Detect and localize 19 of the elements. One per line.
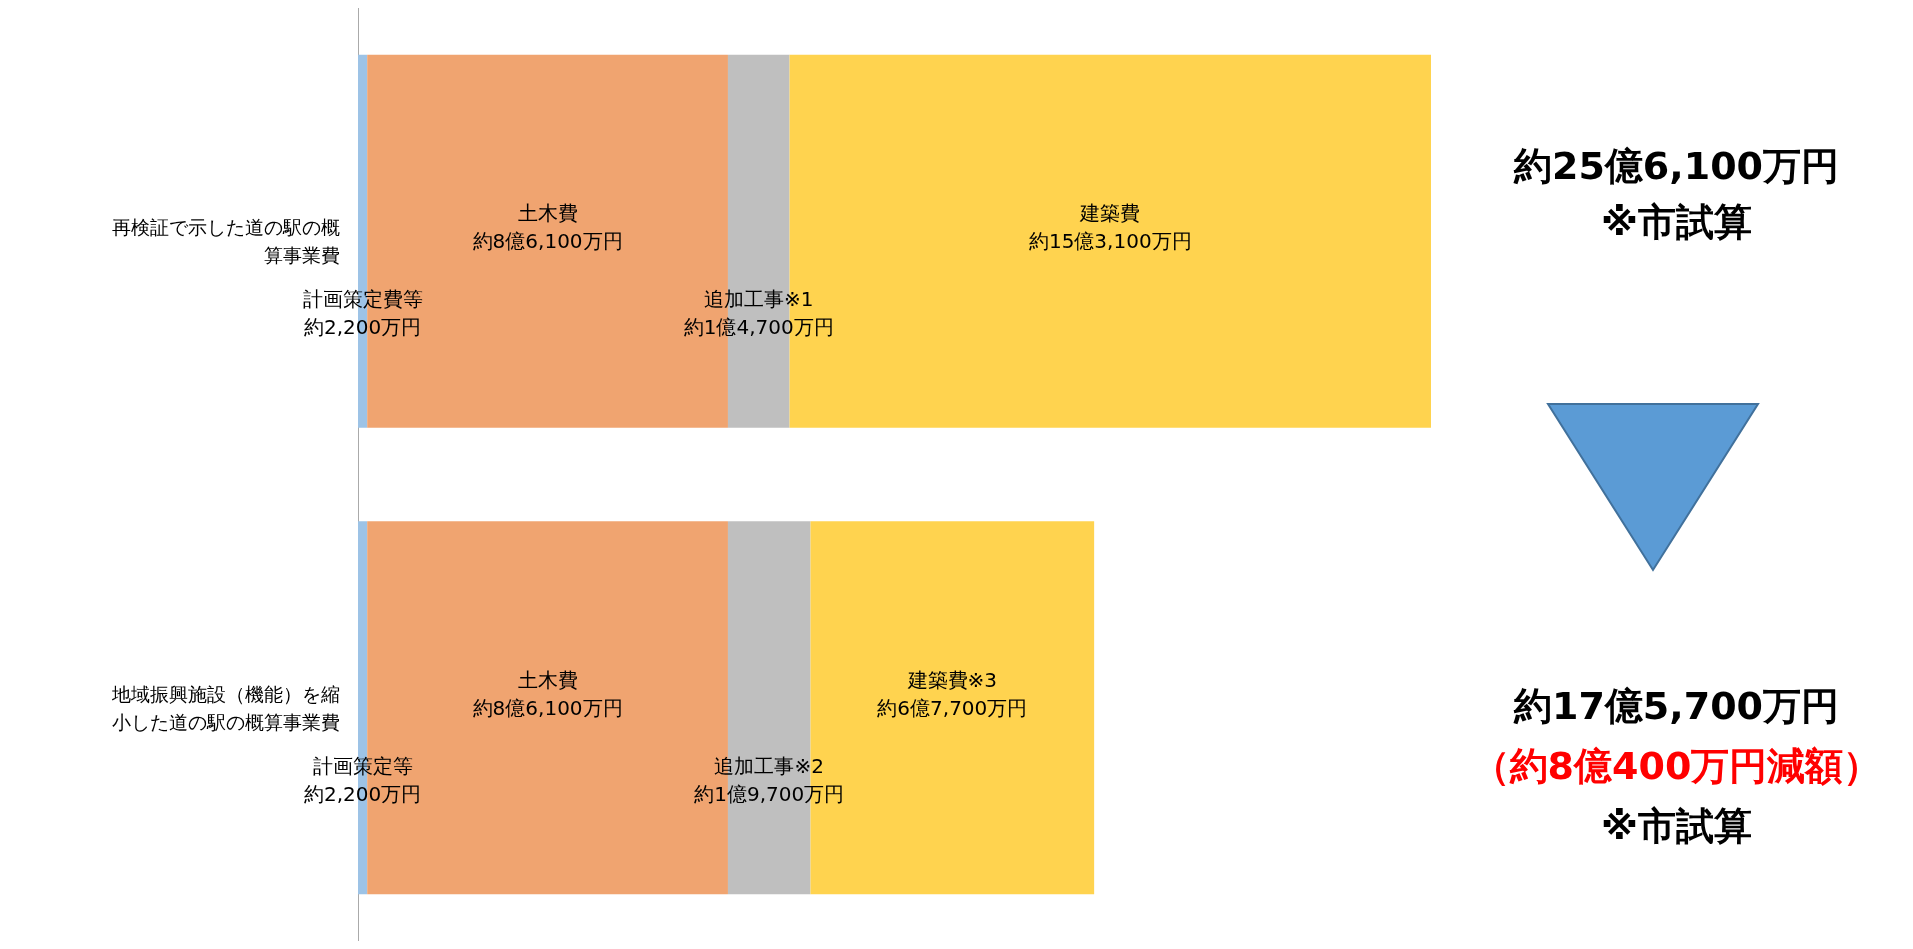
annotation: 建築費※3 bbox=[906, 667, 998, 692]
text: ※市試算 bbox=[1600, 803, 1753, 850]
text: （約8億400万円減額） bbox=[1470, 743, 1883, 790]
annotation: 追加工事※1 bbox=[704, 287, 814, 312]
text: 約25億6,100万円 bbox=[1512, 143, 1841, 190]
y-tick-label: 地域振興施設（機能）を縮小した道の駅の概算事業費 bbox=[111, 682, 340, 733]
text: ※市試算 bbox=[1600, 199, 1753, 246]
data-label: 約15億3,100万円 bbox=[1028, 229, 1192, 254]
data-label: 約8億6,100万円 bbox=[472, 695, 623, 720]
text: 約17億5,700万円 bbox=[1512, 683, 1841, 730]
data-label: 約6億7,700万円 bbox=[877, 695, 1028, 720]
annotation: 建築費 bbox=[1079, 201, 1141, 226]
annotation: 土木費 bbox=[517, 201, 578, 226]
annotation: 土木費 bbox=[517, 667, 578, 692]
data-label: 約8億6,100万円 bbox=[472, 229, 623, 254]
y-tick-label: 再検証で示した道の駅の概算事業費 bbox=[112, 216, 340, 267]
annotation: 計画策定等 bbox=[312, 753, 413, 778]
data-label: 約1億9,700万円 bbox=[694, 781, 845, 806]
annotation: 計画策定費等 bbox=[302, 287, 423, 312]
